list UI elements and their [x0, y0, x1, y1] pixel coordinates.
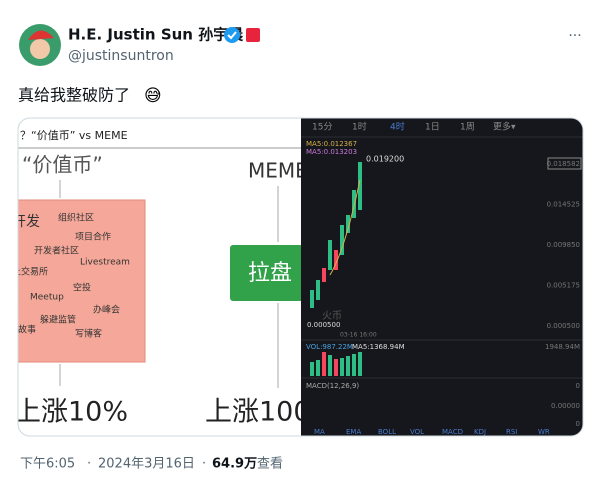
vol-tick: 1948.94M: [545, 343, 580, 351]
activity-label: 故事: [18, 324, 36, 336]
pump-label: 拉盘: [248, 261, 292, 286]
timeframe-tab[interactable]: 1周: [460, 122, 475, 133]
price-tick: 0.009850: [547, 241, 580, 249]
candles: [310, 162, 362, 308]
more-button[interactable]: ···: [568, 28, 581, 44]
macd-tick: 0: [576, 382, 580, 390]
indicator-tab[interactable]: KDJ: [474, 428, 486, 436]
separator: ·: [202, 457, 206, 472]
vol-ma: MA5:1368.94M: [352, 343, 405, 351]
activity-label: 上交易所: [12, 266, 48, 278]
indicator-tab[interactable]: BOLL: [378, 428, 396, 436]
avatar-face: [30, 39, 50, 59]
activity-label: 写博客: [75, 328, 102, 340]
value-coin: “价值币”: [22, 153, 103, 177]
indicator-tab[interactable]: VOL: [410, 428, 424, 436]
timeframe-tab[interactable]: 4时: [390, 121, 405, 133]
time-label: 03-16 16:00: [340, 332, 377, 339]
image-header: ？“价值币” vs MEME: [20, 129, 128, 142]
activity-label: 项目合作: [75, 231, 111, 243]
views-label: 查看: [257, 456, 283, 472]
activity-label: Livestream: [80, 258, 130, 268]
meme-label: MEME: [248, 159, 308, 183]
ma-line: MA5:0.012367: [306, 140, 357, 148]
activity-label: 开发者社区: [34, 245, 79, 257]
meme-result: 上涨100: [205, 397, 311, 428]
timeframe-tab[interactable]: 1日: [425, 122, 440, 133]
timeframe-tab[interactable]: 1时: [352, 121, 367, 133]
tron-badge: [246, 28, 260, 42]
price-tick: 0.018582: [547, 160, 580, 168]
timeframe-tab[interactable]: 更多▾: [493, 121, 516, 133]
post-time[interactable]: 下午6:05: [20, 457, 75, 472]
tweet-text: 真给我整破防了: [18, 86, 130, 105]
verified-badge: [224, 27, 240, 43]
indicator-tab[interactable]: MACD: [442, 428, 463, 436]
high-label: 0.019200: [366, 155, 404, 164]
activity-label: 开发: [12, 214, 40, 230]
watermark: 火币: [322, 310, 342, 322]
media[interactable]: ？“价值币” vs MEME “价值币” 开发 组织社区项目合作开发者社区Live…: [10, 118, 583, 436]
author-name[interactable]: H.E. Justin Sun 孙宇晨: [68, 26, 244, 44]
author-handle[interactable]: @justinsuntron: [68, 48, 174, 64]
macd-tick: 0: [576, 420, 580, 428]
post-date[interactable]: 2024年3月16日: [98, 457, 195, 472]
low-label: 0.000500: [307, 321, 340, 329]
view-count: 64.9万: [212, 457, 257, 472]
indicator-tab[interactable]: EMA: [346, 428, 361, 436]
timeframe-tab[interactable]: 15分: [312, 122, 332, 133]
emoji: 😅: [144, 86, 162, 106]
indicator-tab[interactable]: WR: [538, 428, 550, 436]
price-tick: 0.000500: [547, 322, 580, 330]
activity-label: 办峰会: [93, 304, 120, 316]
activity-label: 组织社区: [58, 212, 94, 224]
activity-label: Meetup: [30, 293, 64, 303]
separator: ·: [87, 457, 91, 472]
activity-label: 空投: [73, 282, 91, 294]
macd-label: MACD(12,26,9): [306, 382, 359, 390]
price-tick: 0.005175: [547, 282, 580, 290]
value-result: 上涨10%: [14, 397, 128, 428]
avatar-hat: [28, 30, 54, 40]
activity-label: 躲避监管: [40, 314, 76, 326]
price-tick: 0.014525: [547, 201, 580, 209]
indicator-tab[interactable]: RSI: [506, 428, 517, 436]
macd-tick: 0.00000: [551, 402, 580, 410]
ma-line: MA5:0.013203: [306, 148, 357, 156]
vol-label: VOL:987.22M: [306, 343, 353, 351]
indicator-tab[interactable]: MA: [314, 428, 325, 436]
